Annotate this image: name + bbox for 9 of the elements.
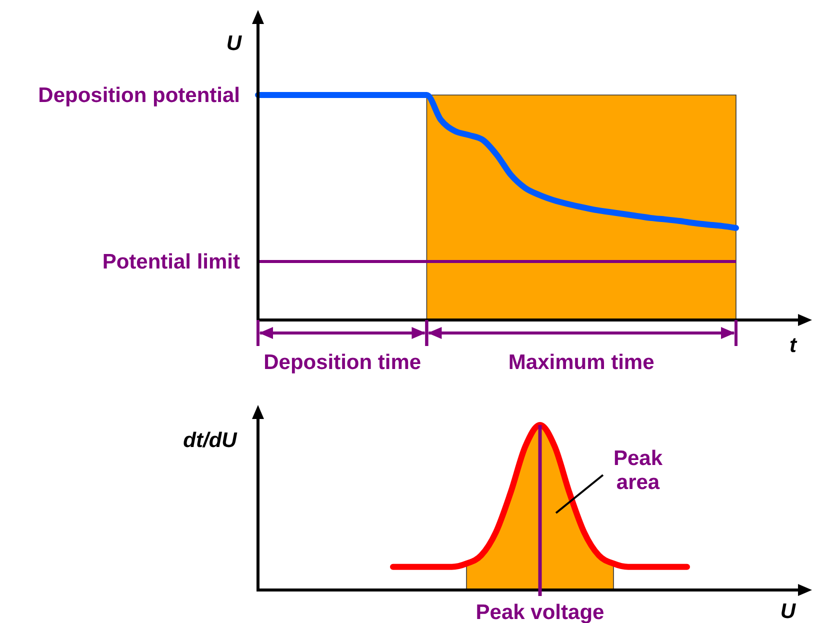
text: Maximum time [508,351,654,374]
text: Deposition time [264,351,422,374]
x-axis-title: t [790,334,798,357]
x-axis-title: U [780,600,796,623]
ref-line-label: Potential limit [102,250,240,274]
y-axis-title: U [226,32,242,55]
text: Deposition potential [38,84,240,107]
y-axis-title: dt/dU [183,429,238,452]
annotation: Peak area [613,447,663,494]
